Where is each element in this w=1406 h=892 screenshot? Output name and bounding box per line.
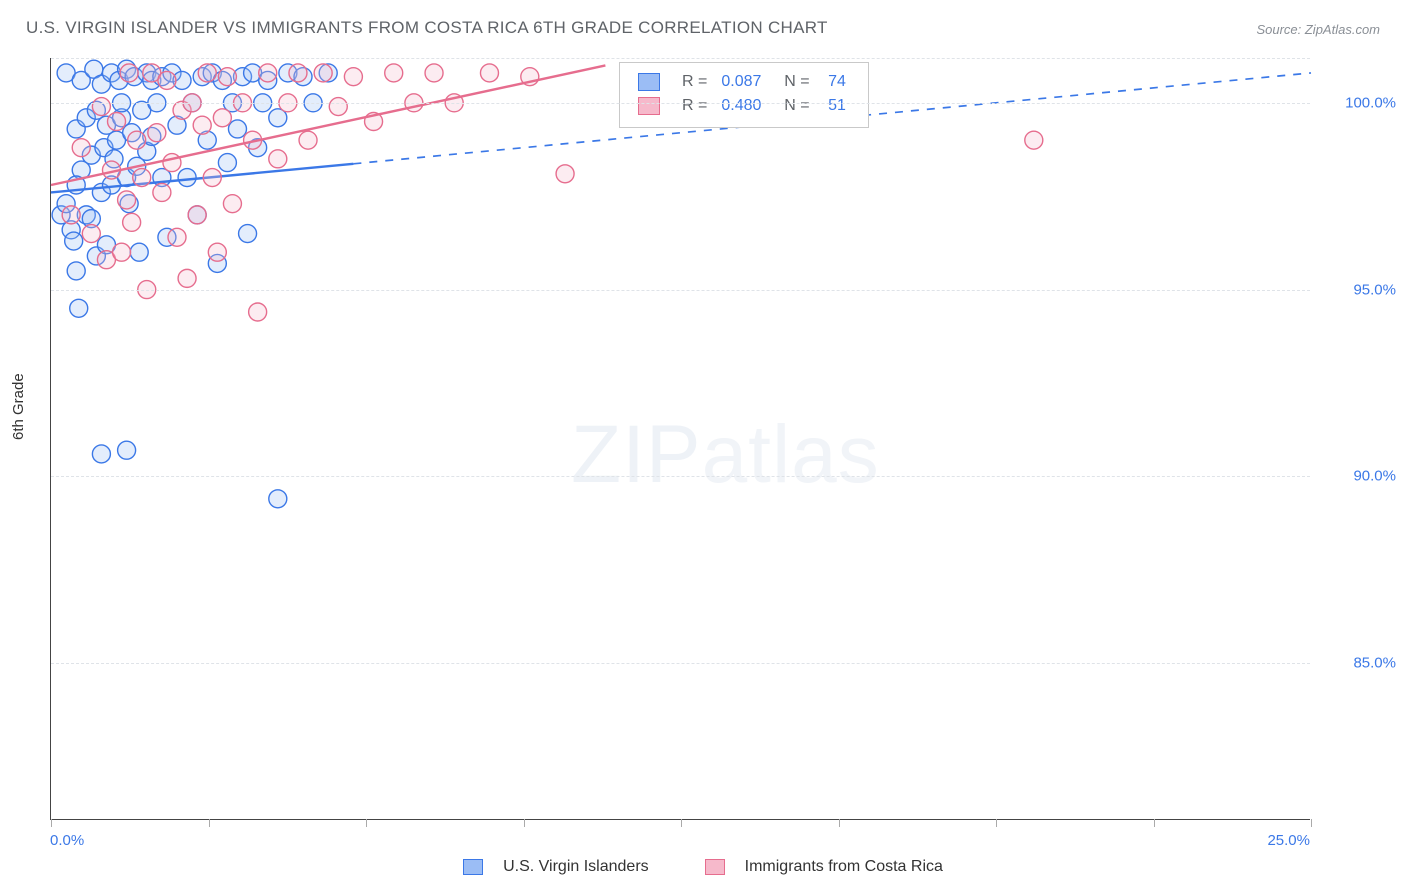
- scatter-point: [269, 150, 287, 168]
- x-tick: [524, 819, 525, 827]
- scatter-point: [178, 269, 196, 287]
- gridline: [51, 663, 1310, 664]
- stat-label-n: N =: [769, 71, 815, 93]
- stat-value-n: 51: [818, 95, 852, 117]
- gridline: [51, 476, 1310, 477]
- scatter-point: [299, 131, 317, 149]
- x-tick: [996, 819, 997, 827]
- scatter-point: [133, 169, 151, 187]
- scatter-point: [480, 64, 498, 82]
- legend-label: Immigrants from Costa Rica: [745, 858, 943, 875]
- scatter-point: [314, 64, 332, 82]
- scatter-point: [118, 441, 136, 459]
- scatter-point: [168, 228, 186, 246]
- stats-box: R =0.087 N = 74R =0.480 N = 51: [619, 62, 869, 128]
- scatter-point: [218, 154, 236, 172]
- scatter-point: [203, 169, 221, 187]
- scatter-point: [344, 68, 362, 86]
- scatter-point: [223, 195, 241, 213]
- legend-item: U.S. Virgin Islanders: [449, 858, 663, 875]
- scatter-point: [62, 206, 80, 224]
- scatter-point: [218, 68, 236, 86]
- scatter-svg: [51, 58, 1310, 819]
- scatter-point: [118, 191, 136, 209]
- stats-row: R =0.480 N = 51: [632, 95, 852, 117]
- x-tick: [1154, 819, 1155, 827]
- x-tick: [1311, 819, 1312, 827]
- scatter-point: [259, 64, 277, 82]
- scatter-point: [92, 445, 110, 463]
- x-min-label: 0.0%: [50, 832, 84, 849]
- legend-item: Immigrants from Costa Rica: [691, 858, 957, 875]
- legend-swatch: [463, 859, 483, 875]
- chart-title: U.S. VIRGIN ISLANDER VS IMMIGRANTS FROM …: [26, 18, 828, 38]
- y-tick-label: 100.0%: [1345, 94, 1396, 111]
- stats-row: R =0.087 N = 74: [632, 71, 852, 93]
- scatter-point: [329, 98, 347, 116]
- scatter-point: [385, 64, 403, 82]
- gridline: [51, 290, 1310, 291]
- legend-swatch: [638, 73, 660, 91]
- x-tick: [51, 819, 52, 827]
- trend-line: [51, 164, 353, 193]
- x-tick: [839, 819, 840, 827]
- scatter-point: [128, 131, 146, 149]
- scatter-point: [113, 243, 131, 261]
- stat-label-r: R =: [676, 71, 713, 93]
- legend-label: U.S. Virgin Islanders: [503, 858, 649, 875]
- source-label: Source: ZipAtlas.com: [1256, 22, 1380, 37]
- scatter-point: [108, 113, 126, 131]
- scatter-point: [198, 64, 216, 82]
- x-max-label: 25.0%: [1267, 832, 1310, 849]
- y-tick-label: 95.0%: [1353, 281, 1396, 298]
- scatter-point: [72, 139, 90, 157]
- x-tick: [681, 819, 682, 827]
- stat-value-r: 0.480: [715, 95, 767, 117]
- x-tick: [366, 819, 367, 827]
- scatter-point: [425, 64, 443, 82]
- stats-table: R =0.087 N = 74R =0.480 N = 51: [630, 69, 854, 119]
- gridline: [51, 103, 1310, 104]
- scatter-point: [65, 232, 83, 250]
- scatter-point: [163, 154, 181, 172]
- scatter-point: [1025, 131, 1043, 149]
- scatter-point: [148, 124, 166, 142]
- legend-swatch: [638, 97, 660, 115]
- scatter-point: [130, 243, 148, 261]
- scatter-point: [556, 165, 574, 183]
- scatter-point: [213, 109, 231, 127]
- stat-label-r: R =: [676, 95, 713, 117]
- stat-value-n: 74: [818, 71, 852, 93]
- scatter-point: [82, 225, 100, 243]
- y-tick-label: 85.0%: [1353, 655, 1396, 672]
- scatter-point: [208, 243, 226, 261]
- scatter-point: [70, 299, 88, 317]
- scatter-point: [289, 64, 307, 82]
- scatter-point: [67, 262, 85, 280]
- scatter-point: [239, 225, 257, 243]
- scatter-point: [92, 98, 110, 116]
- scatter-point: [228, 120, 246, 138]
- scatter-point: [249, 303, 267, 321]
- scatter-point: [269, 490, 287, 508]
- scatter-point: [178, 169, 196, 187]
- stat-value-r: 0.087: [715, 71, 767, 93]
- stat-label-n: N =: [769, 95, 815, 117]
- y-axis-title: 6th Grade: [10, 373, 27, 440]
- scatter-point: [120, 64, 138, 82]
- scatter-point: [158, 71, 176, 89]
- scatter-point: [123, 213, 141, 231]
- scatter-point: [153, 183, 171, 201]
- x-tick: [209, 819, 210, 827]
- scatter-point: [188, 206, 206, 224]
- y-tick-label: 90.0%: [1353, 468, 1396, 485]
- bottom-legend: U.S. Virgin Islanders Immigrants from Cos…: [0, 858, 1406, 876]
- scatter-point: [193, 116, 211, 134]
- plot-area: ZIPatlas R =0.087 N = 74R =0.480 N = 51 …: [50, 58, 1310, 820]
- legend-swatch: [705, 859, 725, 875]
